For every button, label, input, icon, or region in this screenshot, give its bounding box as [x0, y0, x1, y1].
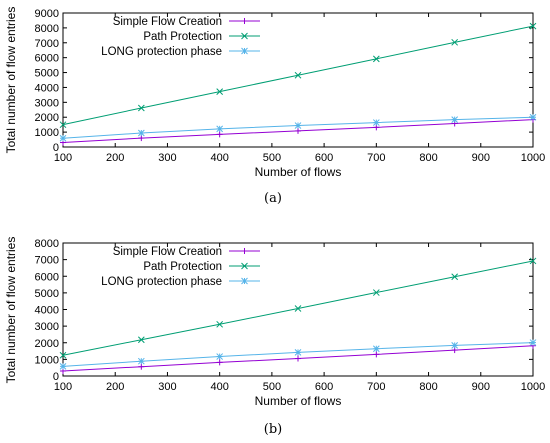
data-point — [451, 38, 459, 46]
legend-marker — [241, 248, 248, 254]
plot-frame — [62, 12, 534, 148]
y-tick-label: 9000 — [35, 8, 59, 20]
data-point — [372, 345, 380, 353]
data-point — [138, 363, 145, 370]
data-point — [529, 113, 537, 121]
legend-marker — [241, 277, 248, 285]
y-tick-label: 6000 — [35, 53, 59, 65]
x-tick-label: 200 — [106, 381, 124, 393]
y-tick-label: 7000 — [35, 255, 59, 267]
legend-label: LONG protection phase — [101, 276, 222, 288]
data-point — [529, 339, 537, 346]
legend-label: LONG protection phase — [101, 46, 222, 58]
data-point — [295, 127, 301, 134]
data-point — [373, 351, 380, 358]
y-tick-label: 4000 — [35, 82, 59, 94]
x-tick-label: 300 — [158, 381, 176, 393]
data-point — [372, 289, 380, 296]
data-point — [137, 129, 145, 137]
x-tick-label: 1000 — [521, 152, 545, 164]
y-tick-label: 2000 — [35, 338, 59, 350]
y-tick-label: 3000 — [35, 97, 59, 109]
data-point — [294, 349, 302, 356]
y-tick-label: 8000 — [35, 238, 59, 250]
y-tick-label: 7000 — [35, 38, 59, 50]
data-point — [216, 359, 223, 366]
y-tick-label: 6000 — [35, 271, 59, 283]
data-point — [216, 353, 224, 360]
data-point — [216, 125, 224, 133]
x-tick-label: 900 — [472, 381, 490, 393]
x-tick-label: 100 — [54, 152, 72, 164]
data-point — [137, 357, 145, 365]
x-tick-label: 1000 — [521, 381, 545, 393]
data-point — [59, 351, 67, 359]
legend-marker — [241, 47, 248, 55]
x-tick-label: 400 — [210, 381, 228, 393]
data-point — [216, 88, 224, 95]
y-tick-label: 2000 — [35, 112, 59, 124]
y-tick-label: 1000 — [35, 127, 59, 139]
data-point — [294, 305, 302, 312]
x-axis-label: Number of flows — [255, 394, 342, 408]
legend-marker — [241, 18, 248, 24]
data-point — [216, 131, 223, 138]
legend-marker — [241, 262, 248, 270]
data-point — [294, 71, 302, 79]
x-axis-label: Number of flows — [255, 165, 342, 179]
x-tick-label: 600 — [315, 152, 333, 164]
x-tick-label: 900 — [472, 152, 490, 164]
x-tick-label: 800 — [419, 152, 437, 164]
y-tick-label: 0 — [53, 142, 59, 154]
y-tick-label: 0 — [53, 371, 59, 383]
data-point — [529, 257, 537, 265]
data-point — [529, 22, 537, 30]
data-point — [451, 116, 459, 123]
data-point — [138, 135, 145, 142]
figure-caption: (b) — [264, 422, 282, 437]
y-tick-label: 5000 — [35, 68, 59, 80]
legend-label: Path Protection — [143, 31, 222, 43]
y-axis-label: Total number of flow entries — [4, 7, 18, 154]
data-point — [59, 121, 67, 129]
x-tick-label: 500 — [263, 381, 281, 393]
x-tick-label: 400 — [210, 152, 228, 164]
data-point — [372, 55, 380, 63]
y-tick-label: 3000 — [35, 321, 59, 333]
y-axis-label: Total number of flow entries — [4, 237, 18, 384]
data-point — [294, 122, 302, 129]
x-tick-label: 300 — [158, 152, 176, 164]
figure-caption: (a) — [264, 191, 282, 206]
x-tick-label: 200 — [106, 152, 124, 164]
y-tick-label: 4000 — [35, 305, 59, 317]
legend-label: Simple Flow Creation — [113, 246, 222, 258]
data-point — [451, 273, 459, 281]
data-point — [137, 336, 145, 344]
legend-marker — [241, 32, 248, 40]
data-point — [137, 104, 145, 112]
y-tick-label: 1000 — [35, 354, 59, 366]
x-tick-label: 100 — [54, 381, 72, 393]
y-tick-label: 5000 — [35, 288, 59, 300]
chart-a: 0 1000 2000 3000 4000 5000 6000 7000 8000 9000 100… — [4, 7, 545, 206]
data-point — [295, 355, 301, 362]
data-point — [451, 342, 459, 349]
data-point — [372, 119, 380, 126]
x-tick-label: 600 — [315, 381, 333, 393]
x-tick-label: 700 — [367, 152, 385, 164]
x-tick-label: 800 — [419, 381, 437, 393]
legend-label: Simple Flow Creation — [113, 16, 222, 28]
chart-b: 0 1000 2000 3000 4000 5000 6000 7000 8000 100 200 3… — [4, 237, 545, 437]
data-point — [216, 320, 224, 328]
data-point — [59, 134, 67, 142]
x-tick-label: 700 — [367, 381, 385, 393]
x-tick-label: 500 — [263, 152, 281, 164]
data-point — [59, 363, 67, 370]
y-tick-label: 8000 — [35, 23, 59, 35]
legend-label: Path Protection — [143, 261, 222, 273]
